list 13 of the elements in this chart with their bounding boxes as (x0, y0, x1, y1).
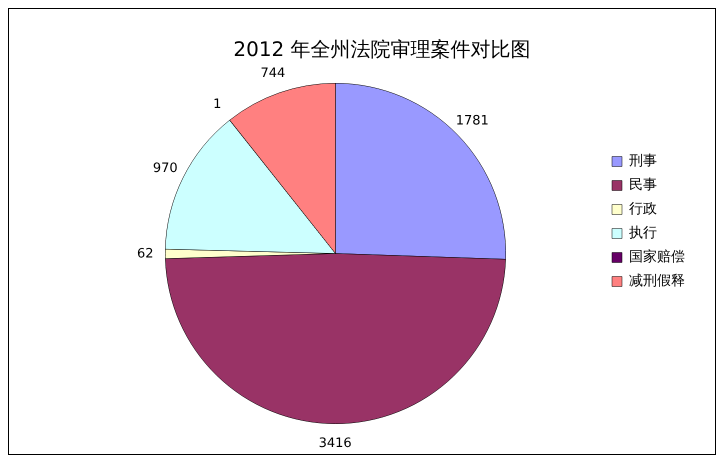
data-label: 62 (136, 246, 154, 262)
data-label: 1 (213, 96, 222, 112)
legend-label: 国家赔偿 (629, 249, 685, 266)
legend-label: 民事 (629, 177, 657, 194)
chart-title: 2012 年全州法院审理案件对比图 (233, 37, 531, 62)
legend-label: 行政 (629, 201, 657, 218)
legend-label: 减刑假释 (629, 273, 685, 290)
legend-label: 刑事 (629, 153, 657, 170)
data-label: 3416 (318, 436, 352, 452)
data-label: 744 (260, 66, 286, 82)
legend-label: 执行 (629, 225, 657, 242)
data-label: 970 (152, 160, 178, 176)
data-label: 1781 (456, 114, 489, 129)
